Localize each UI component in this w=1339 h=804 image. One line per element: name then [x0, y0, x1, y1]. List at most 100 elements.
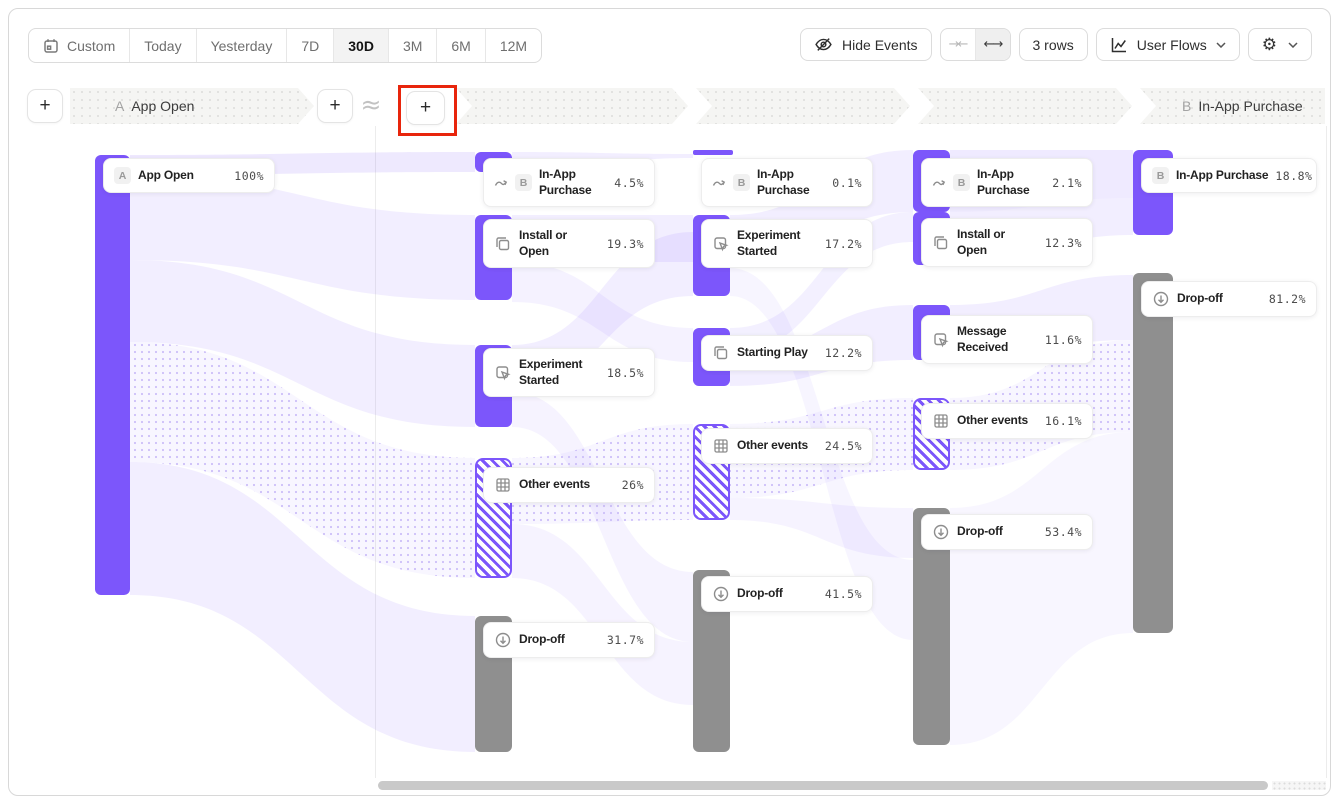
date-range-custom[interactable]: Custom [29, 29, 129, 62]
trend-arrow-icon [712, 177, 726, 189]
flow-node-starting-play[interactable]: Starting Play 12.2% [701, 335, 873, 371]
line-chart-icon [1110, 36, 1128, 54]
date-range-yesterday[interactable]: Yesterday [195, 29, 287, 62]
plus-icon: + [419, 97, 432, 118]
cursor-box-icon [932, 331, 950, 349]
chevron-down-icon [1216, 41, 1226, 48]
step-b-badge: B [733, 174, 750, 192]
date-range-label: Today [144, 37, 182, 54]
step-b-badge: B [1152, 167, 1169, 184]
trend-arrow-icon [494, 177, 508, 189]
step-a-badge: A [114, 167, 131, 184]
flow-node-other-events[interactable]: Other events 16.1% [921, 403, 1093, 439]
flow-node-install-or-open[interactable]: Install or Open 12.3% [921, 218, 1093, 268]
node-label: Other events [957, 413, 1028, 428]
settings-dropdown[interactable]: ⚙ [1247, 28, 1312, 61]
approx-symbol: ≈ [360, 90, 382, 119]
flow-bar-drop-off [1133, 273, 1173, 633]
node-value: 24.5% [824, 439, 862, 453]
plus-icon: + [39, 95, 51, 116]
collapse-columns-button[interactable]: →← [941, 29, 975, 60]
horizontal-scrollbar-thumb[interactable] [378, 781, 1268, 790]
node-value: 16.1% [1044, 414, 1082, 428]
node-label: In-App Purchase [1176, 167, 1269, 182]
date-range-3m[interactable]: 3M [387, 29, 436, 62]
flow-node-drop-off[interactable]: Drop-off 31.7% [483, 622, 655, 658]
overlap-squares-icon [712, 344, 730, 362]
overlap-squares-icon [494, 235, 512, 253]
flow-node-other-events[interactable]: Other events 24.5% [701, 428, 873, 464]
date-range-label: 6M [451, 37, 471, 54]
node-label: Starting Play [737, 345, 808, 360]
flow-node-experiment-started[interactable]: Experiment Started 18.5% [483, 348, 655, 398]
date-range-12m[interactable]: 12M [484, 29, 541, 62]
step-b-badge: B [1182, 98, 1192, 114]
hide-events-button[interactable]: Hide Events [800, 28, 932, 61]
add-step-middle-button[interactable]: + [406, 91, 445, 125]
step-band-4[interactable] [918, 88, 1132, 124]
node-value: 19.3% [606, 236, 644, 251]
view-selector-dropdown[interactable]: User Flows [1095, 28, 1240, 61]
date-range-today[interactable]: Today [129, 29, 195, 62]
arrow-down-circle-icon [1152, 290, 1170, 308]
plus-icon: + [329, 95, 341, 116]
flow-node-drop-off[interactable]: Drop-off 53.4% [921, 514, 1093, 550]
flow-node-message-received[interactable]: Message Received 11.6% [921, 315, 1093, 365]
flow-node-app-open[interactable]: A App Open 100% [103, 158, 275, 193]
rows-button[interactable]: 3 rows [1018, 28, 1088, 61]
node-label: Install or Open [519, 228, 568, 258]
arrow-down-circle-icon [712, 585, 730, 603]
date-range-selector: Custom Today Yesterday 7D 30D 3M 6M 12M [28, 28, 543, 63]
date-range-7d[interactable]: 7D [286, 29, 333, 62]
right-pane-divider [1326, 126, 1327, 778]
flow-bar-in-app-purchase [693, 150, 733, 155]
expand-columns-button[interactable]: ←→ [974, 29, 1010, 60]
add-step-after-a-button[interactable]: + [317, 89, 353, 123]
node-label: Other events [519, 477, 590, 492]
date-range-30d[interactable]: 30D [333, 29, 388, 62]
step-b-badge: B [953, 174, 970, 192]
grid-icon [712, 437, 730, 455]
step-band-2[interactable] [456, 88, 688, 124]
toolbar-right: Hide Events →← ←→ 3 rows User Flows ⚙ [800, 28, 1312, 61]
step-b-label: In-App Purchase [1198, 98, 1303, 114]
node-value: 100% [234, 168, 264, 183]
add-step-before-button[interactable]: + [27, 89, 63, 123]
node-label: In-App Purchase [757, 167, 810, 197]
eye-off-icon [814, 35, 833, 54]
node-value: 12.2% [824, 346, 862, 360]
step-a-badge: A [115, 98, 125, 114]
flow-node-in-app-purchase[interactable]: B In-App Purchase 0.1% [701, 158, 873, 208]
node-label: Drop-off [519, 632, 565, 647]
flow-node-in-app-purchase[interactable]: B In-App Purchase 18.8% [1141, 158, 1317, 193]
node-value: 17.2% [824, 236, 862, 251]
step-band-b[interactable]: B In-App Purchase [1140, 88, 1325, 124]
date-range-6m[interactable]: 6M [436, 29, 484, 62]
node-value: 26% [621, 478, 644, 492]
arrows-inward-icon: →← [948, 37, 969, 52]
flow-node-other-events[interactable]: Other events 26% [483, 467, 655, 503]
arrow-down-circle-icon [932, 523, 950, 541]
flow-node-experiment-started[interactable]: Experiment Started 17.2% [701, 219, 873, 269]
step-band-a[interactable]: A App Open [70, 88, 314, 124]
node-value: 12.3% [1044, 235, 1082, 250]
step-b-badge: B [515, 174, 532, 192]
node-value: 4.5% [614, 175, 644, 190]
node-label: Experiment Started [737, 228, 801, 258]
flow-node-drop-off[interactable]: Drop-off 41.5% [701, 576, 873, 612]
node-label: Drop-off [1177, 291, 1223, 306]
node-value: 2.1% [1052, 175, 1082, 190]
flow-node-in-app-purchase[interactable]: B In-App Purchase 2.1% [921, 158, 1093, 208]
cursor-box-icon [494, 364, 512, 382]
rows-label: 3 rows [1032, 36, 1074, 53]
flow-node-in-app-purchase[interactable]: B In-App Purchase 4.5% [483, 158, 655, 208]
node-value: 31.7% [606, 633, 644, 647]
node-label: Install or Open [957, 227, 1006, 257]
step-band-3[interactable] [696, 88, 910, 124]
node-value: 18.5% [606, 365, 644, 380]
flow-node-drop-off[interactable]: Drop-off 81.2% [1141, 281, 1317, 317]
node-label: In-App Purchase [539, 167, 592, 197]
node-value: 53.4% [1044, 525, 1082, 539]
flow-node-install-or-open[interactable]: Install or Open 19.3% [483, 219, 655, 269]
